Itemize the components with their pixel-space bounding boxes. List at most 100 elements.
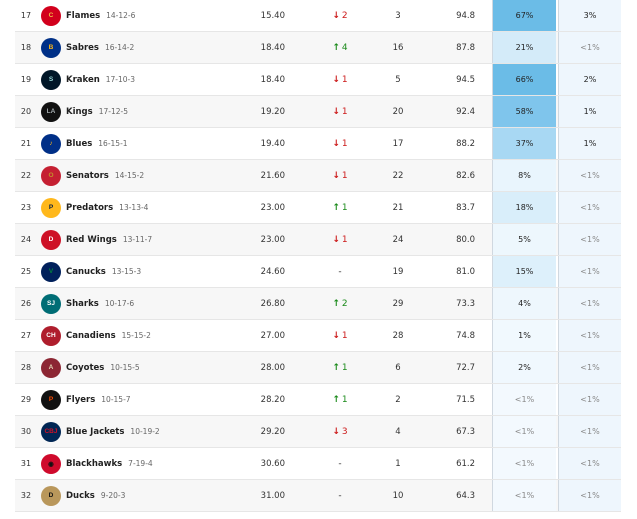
team-record: 16-14-2: [104, 43, 135, 52]
table-row[interactable]: 23 P Predators 13-13-4 23.00 ↑ 1 21 83.7 18% <1%: [15, 192, 621, 224]
team-logo-cell: SJ: [39, 288, 63, 319]
team-record: 15-15-2: [121, 331, 151, 340]
table-row[interactable]: 24 D Red Wings 13-11-7 23.00 ↓ 1 24 80.0 5% <1%: [15, 224, 621, 256]
team-name[interactable]: Sabres: [66, 42, 99, 53]
sabres-logo-icon: B: [41, 37, 61, 58]
table-row[interactable]: 20 LA Kings 17-12-5 19.20 ↓ 1 20 92.4 58% 1%: [15, 96, 621, 128]
team-logo-cell: CH: [39, 320, 63, 351]
team-name[interactable]: Flyers: [66, 394, 96, 405]
coyotes-logo-icon: A: [41, 357, 61, 378]
team-cell[interactable]: Sharks 10-17-6: [66, 288, 246, 319]
team-name[interactable]: Flames: [66, 10, 101, 21]
table-row[interactable]: 26 SJ Sharks 10-17-6 26.80 ↑ 2 29 73.3 4% <1%: [15, 288, 621, 320]
canadiens-logo-icon: CH: [41, 325, 61, 346]
table-row[interactable]: 18 B Sabres 16-14-2 18.40 ↑ 4 16 87.8 21% <1%: [15, 32, 621, 64]
team-name[interactable]: Blues: [66, 138, 93, 149]
team-name[interactable]: Ducks: [66, 490, 95, 501]
team-name[interactable]: Canadiens: [66, 330, 116, 341]
team-cell[interactable]: Canadiens 15-15-2: [66, 320, 246, 351]
rank-change-value: 1: [341, 362, 348, 373]
team-cell[interactable]: Blackhawks 7-19-4: [66, 448, 246, 479]
playoff-odds-cell: <1%: [492, 480, 556, 511]
table-row[interactable]: 29 P Flyers 10-15-7 28.20 ↑ 1 2 71.5 <1% <1%: [15, 384, 621, 416]
rank-cell: 24: [20, 235, 32, 244]
team-cell[interactable]: Coyotes 10-15-5: [66, 352, 246, 383]
rank-change-value: 2: [341, 10, 348, 21]
rank-change-cell: ↓ 1: [320, 224, 360, 255]
team-cell[interactable]: Flames 14-12-6: [66, 0, 246, 31]
team-cell[interactable]: Canucks 13-15-3: [66, 256, 246, 287]
rank-cell: 28: [20, 363, 32, 372]
team-name[interactable]: Kings: [66, 106, 93, 117]
arrow-down-icon: ↓: [332, 234, 340, 245]
team-record: 10-15-7: [101, 395, 131, 404]
table-row[interactable]: 19 S Kraken 17-10-3 18.40 ↓ 1 5 94.5 66% 2%: [15, 64, 621, 96]
team-cell[interactable]: Blues 16-15-1: [66, 128, 246, 159]
sharks-logo-icon: SJ: [41, 293, 61, 314]
table-row[interactable]: 22 O Senators 14-15-2 21.60 ↓ 1 22 82.6 8% <1%: [15, 160, 621, 192]
team-cell[interactable]: Kraken 17-10-3: [66, 64, 246, 95]
ducks-logo-icon: D: [41, 485, 61, 506]
team-name[interactable]: Predators: [66, 202, 114, 213]
team-cell[interactable]: Kings 17-12-5: [66, 96, 246, 127]
projected-points-cell: 72.7: [456, 362, 475, 373]
last-week-cell: 28: [392, 330, 404, 341]
flyers-logo-icon: P: [41, 389, 61, 410]
team-cell[interactable]: Sabres 16-14-2: [66, 32, 246, 63]
playoff-odds-cell: <1%: [492, 384, 556, 415]
playoff-odds-cell: 2%: [492, 352, 556, 383]
team-name[interactable]: Kraken: [66, 74, 100, 85]
team-logo-cell: CBJ: [39, 416, 63, 447]
rank-cell: 22: [20, 171, 32, 180]
team-cell[interactable]: Red Wings 13-11-7: [66, 224, 246, 255]
last-week-cell: 16: [392, 42, 404, 53]
team-record: 13-13-4: [119, 203, 149, 212]
arrow-up-icon: ↑: [332, 298, 340, 309]
projected-points-cell: 88.2: [456, 138, 475, 149]
table-row[interactable]: 31 ◉ Blackhawks 7-19-4 30.60 - 1 61.2 <1% <1%: [15, 448, 621, 480]
table-row[interactable]: 30 CBJ Blue Jackets 10-19-2 29.20 ↓ 3 4 67.3 <1% <…: [15, 416, 621, 448]
table-row[interactable]: 27 CH Canadiens 15-15-2 27.00 ↓ 1 28 74.8 1% <1%: [15, 320, 621, 352]
table-row[interactable]: 28 A Coyotes 10-15-5 28.00 ↑ 1 6 72.7 2% <1%: [15, 352, 621, 384]
last-week-cell: 4: [395, 426, 401, 437]
team-logo-cell: V: [39, 256, 63, 287]
last-week-cell: 17: [392, 138, 404, 149]
team-logo-cell: P: [39, 384, 63, 415]
playoff-odds-cell: 1%: [492, 320, 556, 351]
team-cell[interactable]: Ducks 9-20-3: [66, 480, 246, 511]
team-cell[interactable]: Blue Jackets 10-19-2: [66, 416, 246, 447]
arrow-down-icon: ↓: [332, 170, 340, 181]
table-row[interactable]: 17 C Flames 14-12-6 15.40 ↓ 2 3 94.8 67% 3%: [15, 0, 621, 32]
team-name[interactable]: Coyotes: [66, 362, 105, 373]
playoff-odds-cell: 4%: [492, 288, 556, 319]
team-name[interactable]: Sharks: [66, 298, 99, 309]
team-cell[interactable]: Flyers 10-15-7: [66, 384, 246, 415]
table-row[interactable]: 32 D Ducks 9-20-3 31.00 - 10 64.3 <1% <1%: [15, 480, 621, 512]
team-logo-cell: D: [39, 224, 63, 255]
team-name[interactable]: Blackhawks: [66, 458, 123, 469]
table-row[interactable]: 25 V Canucks 13-15-3 24.60 - 19 81.0 15% <1%: [15, 256, 621, 288]
team-logo-cell: S: [39, 64, 63, 95]
blue-jackets-logo-icon: CBJ: [41, 421, 61, 442]
team-logo-cell: ♪: [39, 128, 63, 159]
team-name[interactable]: Red Wings: [66, 234, 117, 245]
team-cell[interactable]: Senators 14-15-2: [66, 160, 246, 191]
projected-points-cell: 80.0: [456, 234, 475, 245]
last-week-cell: 19: [392, 266, 404, 277]
projected-points-cell: 92.4: [456, 106, 475, 117]
team-name[interactable]: Canucks: [66, 266, 106, 277]
average-rank-cell: 21.60: [260, 170, 285, 181]
cup-odds-cell: <1%: [558, 224, 621, 255]
rank-change-value: 1: [341, 170, 348, 181]
projected-points-cell: 82.6: [456, 170, 475, 181]
rank-cell: 27: [20, 331, 32, 340]
team-cell[interactable]: Predators 13-13-4: [66, 192, 246, 223]
average-rank-cell: 23.00: [260, 202, 285, 213]
rank-change-value: 4: [341, 42, 348, 53]
average-rank-cell: 31.00: [260, 490, 285, 501]
team-name[interactable]: Senators: [66, 170, 109, 181]
team-name[interactable]: Blue Jackets: [66, 426, 125, 437]
projected-points-cell: 81.0: [456, 266, 475, 277]
table-row[interactable]: 21 ♪ Blues 16-15-1 19.40 ↓ 1 17 88.2 37% 1%: [15, 128, 621, 160]
cup-odds-cell: <1%: [558, 192, 621, 223]
